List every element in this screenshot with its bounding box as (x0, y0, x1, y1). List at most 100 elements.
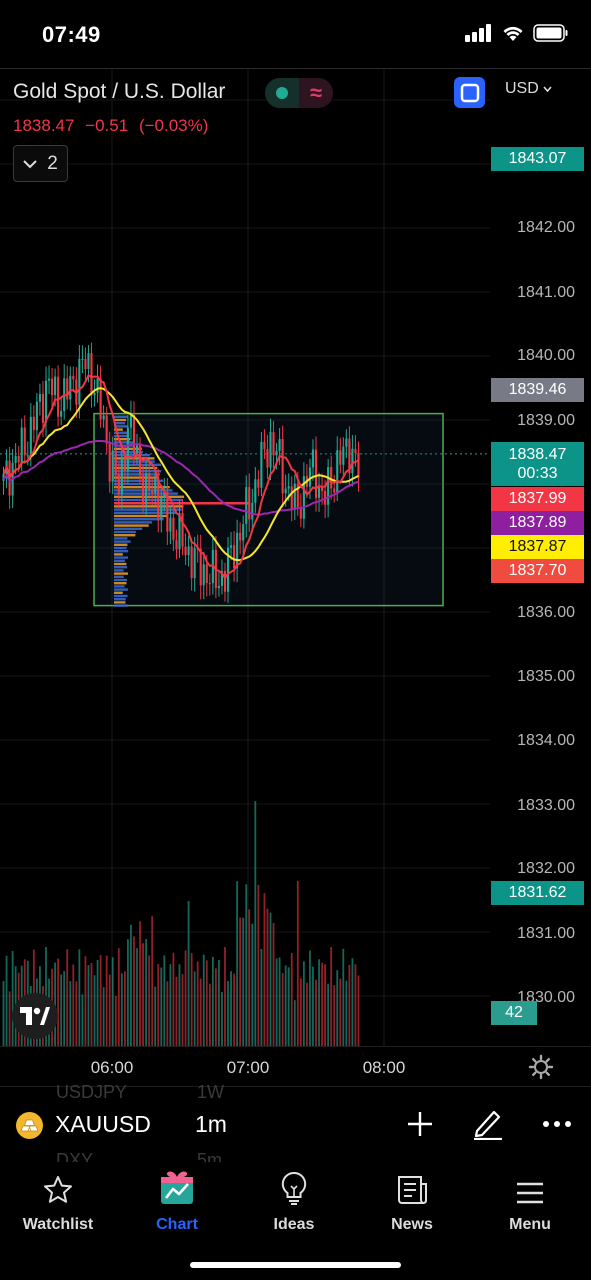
tradingview-logo (12, 993, 58, 1039)
status-time: 07:49 (42, 22, 101, 47)
drawing-tools-icon[interactable] (472, 1106, 504, 1140)
currency-selector[interactable]: USD (505, 80, 557, 98)
axis-label: 1831.00 (517, 925, 575, 942)
volume-bar (351, 958, 354, 1046)
volume-bar (166, 981, 169, 1046)
candle-body (57, 376, 60, 417)
volume-profile-bar (114, 559, 125, 562)
volume-profile-bar (114, 534, 136, 537)
volume-bar (2, 981, 5, 1046)
candle-body (148, 473, 151, 490)
volume-bar (175, 976, 178, 1046)
candle-body (96, 378, 99, 393)
volume-bar (75, 981, 78, 1046)
more-icon[interactable] (542, 1115, 572, 1133)
volume-bar (321, 962, 323, 1046)
axis-label: 1841.00 (517, 284, 575, 301)
candle-body (14, 455, 17, 463)
volume-profile-bar (114, 578, 128, 582)
fullscreen-button[interactable] (454, 77, 485, 108)
time-label: 08:00 (362, 1058, 406, 1077)
volume-bar (148, 955, 151, 1046)
home-indicator[interactable] (190, 1262, 401, 1268)
hamburger-icon (517, 1182, 543, 1204)
candle-body (233, 545, 236, 569)
wifi-icon (503, 26, 523, 41)
candle-body (66, 378, 69, 400)
volume-bar (339, 978, 342, 1046)
indicators-toggle-button[interactable]: 2 (13, 145, 68, 182)
candle-body (138, 444, 142, 476)
candle-body (245, 487, 248, 525)
nav-menu[interactable]: Menu (471, 1168, 589, 1234)
price-chart[interactable] (0, 69, 591, 1087)
volume-profile-bar (114, 498, 183, 502)
volume-profile-bar (114, 575, 124, 578)
volume-bar (105, 955, 108, 1046)
market-status-pill[interactable]: ≈ (265, 78, 333, 108)
nav-news[interactable]: News (353, 1168, 471, 1234)
candle-body (339, 450, 342, 465)
volume-profile-bar (114, 466, 158, 470)
price-summary: 1838.47 −0.51 (−0.03%) (13, 116, 214, 136)
interval-selector[interactable]: 1m (195, 1111, 227, 1137)
axis-label: 1834.00 (517, 732, 575, 749)
volume-bar (190, 953, 193, 1046)
nav-ideas[interactable]: Ideas (235, 1168, 353, 1234)
volume-profile-bar (114, 418, 127, 422)
volume-bar (287, 967, 290, 1046)
candle-body (105, 415, 108, 444)
volume-profile-bar (114, 594, 128, 598)
volume-bar (136, 948, 138, 1046)
ma-purple-line (2, 439, 359, 516)
axis-label: 1833.00 (517, 797, 575, 814)
axis-label: 1842.00 (517, 219, 575, 236)
volume-bar (266, 908, 269, 1046)
nav-watchlist[interactable]: Watchlist (0, 1168, 117, 1234)
symbol-bar-divider (0, 1086, 591, 1087)
volume-profile-bar (114, 486, 170, 489)
ma-red-line (2, 373, 359, 580)
volume-bar (63, 970, 66, 1046)
status-icons (465, 24, 569, 42)
candle-body (333, 488, 336, 493)
volume-bar (221, 992, 223, 1046)
candle-body (181, 513, 184, 547)
ma-yellow-line (2, 387, 359, 562)
volume-bar (69, 981, 72, 1046)
symbol-selector[interactable]: XAUUSD (55, 1111, 151, 1137)
last-price-tag: 1838.47 00:33 (491, 442, 584, 486)
candle-body (151, 489, 154, 493)
volume-bar (257, 884, 260, 1046)
candle-body (281, 439, 284, 494)
candle-body (296, 483, 299, 508)
symbol-title[interactable]: Gold Spot / U.S. Dollar (13, 80, 226, 103)
candle-body (35, 401, 38, 431)
volume-bar (284, 965, 287, 1046)
volume-bar (142, 943, 144, 1046)
volume-bar (233, 973, 236, 1046)
candle-body (114, 450, 117, 475)
volume-bar (163, 955, 166, 1046)
candle-body (160, 497, 163, 519)
add-icon[interactable] (405, 1109, 435, 1139)
chart-settings-icon[interactable] (528, 1054, 554, 1080)
candle-body (342, 446, 345, 465)
indicator-count: 2 (47, 152, 58, 174)
volume-bar (193, 971, 196, 1046)
axis-label: 1835.00 (517, 668, 575, 685)
nav-chart[interactable]: Chart (118, 1168, 236, 1234)
candle-body (175, 539, 178, 550)
volume-bar (278, 957, 281, 1046)
volume-bar (8, 991, 11, 1046)
candle-body (178, 513, 181, 550)
volume-bar (66, 949, 69, 1046)
volume-profile-bar (114, 543, 128, 546)
candle-body (44, 380, 48, 423)
candle-body (217, 585, 220, 589)
signal-icon (465, 24, 491, 42)
candle-body (120, 456, 123, 495)
candle-body (47, 378, 51, 381)
gold-bars-icon (16, 1112, 43, 1139)
candle-body (193, 548, 196, 579)
